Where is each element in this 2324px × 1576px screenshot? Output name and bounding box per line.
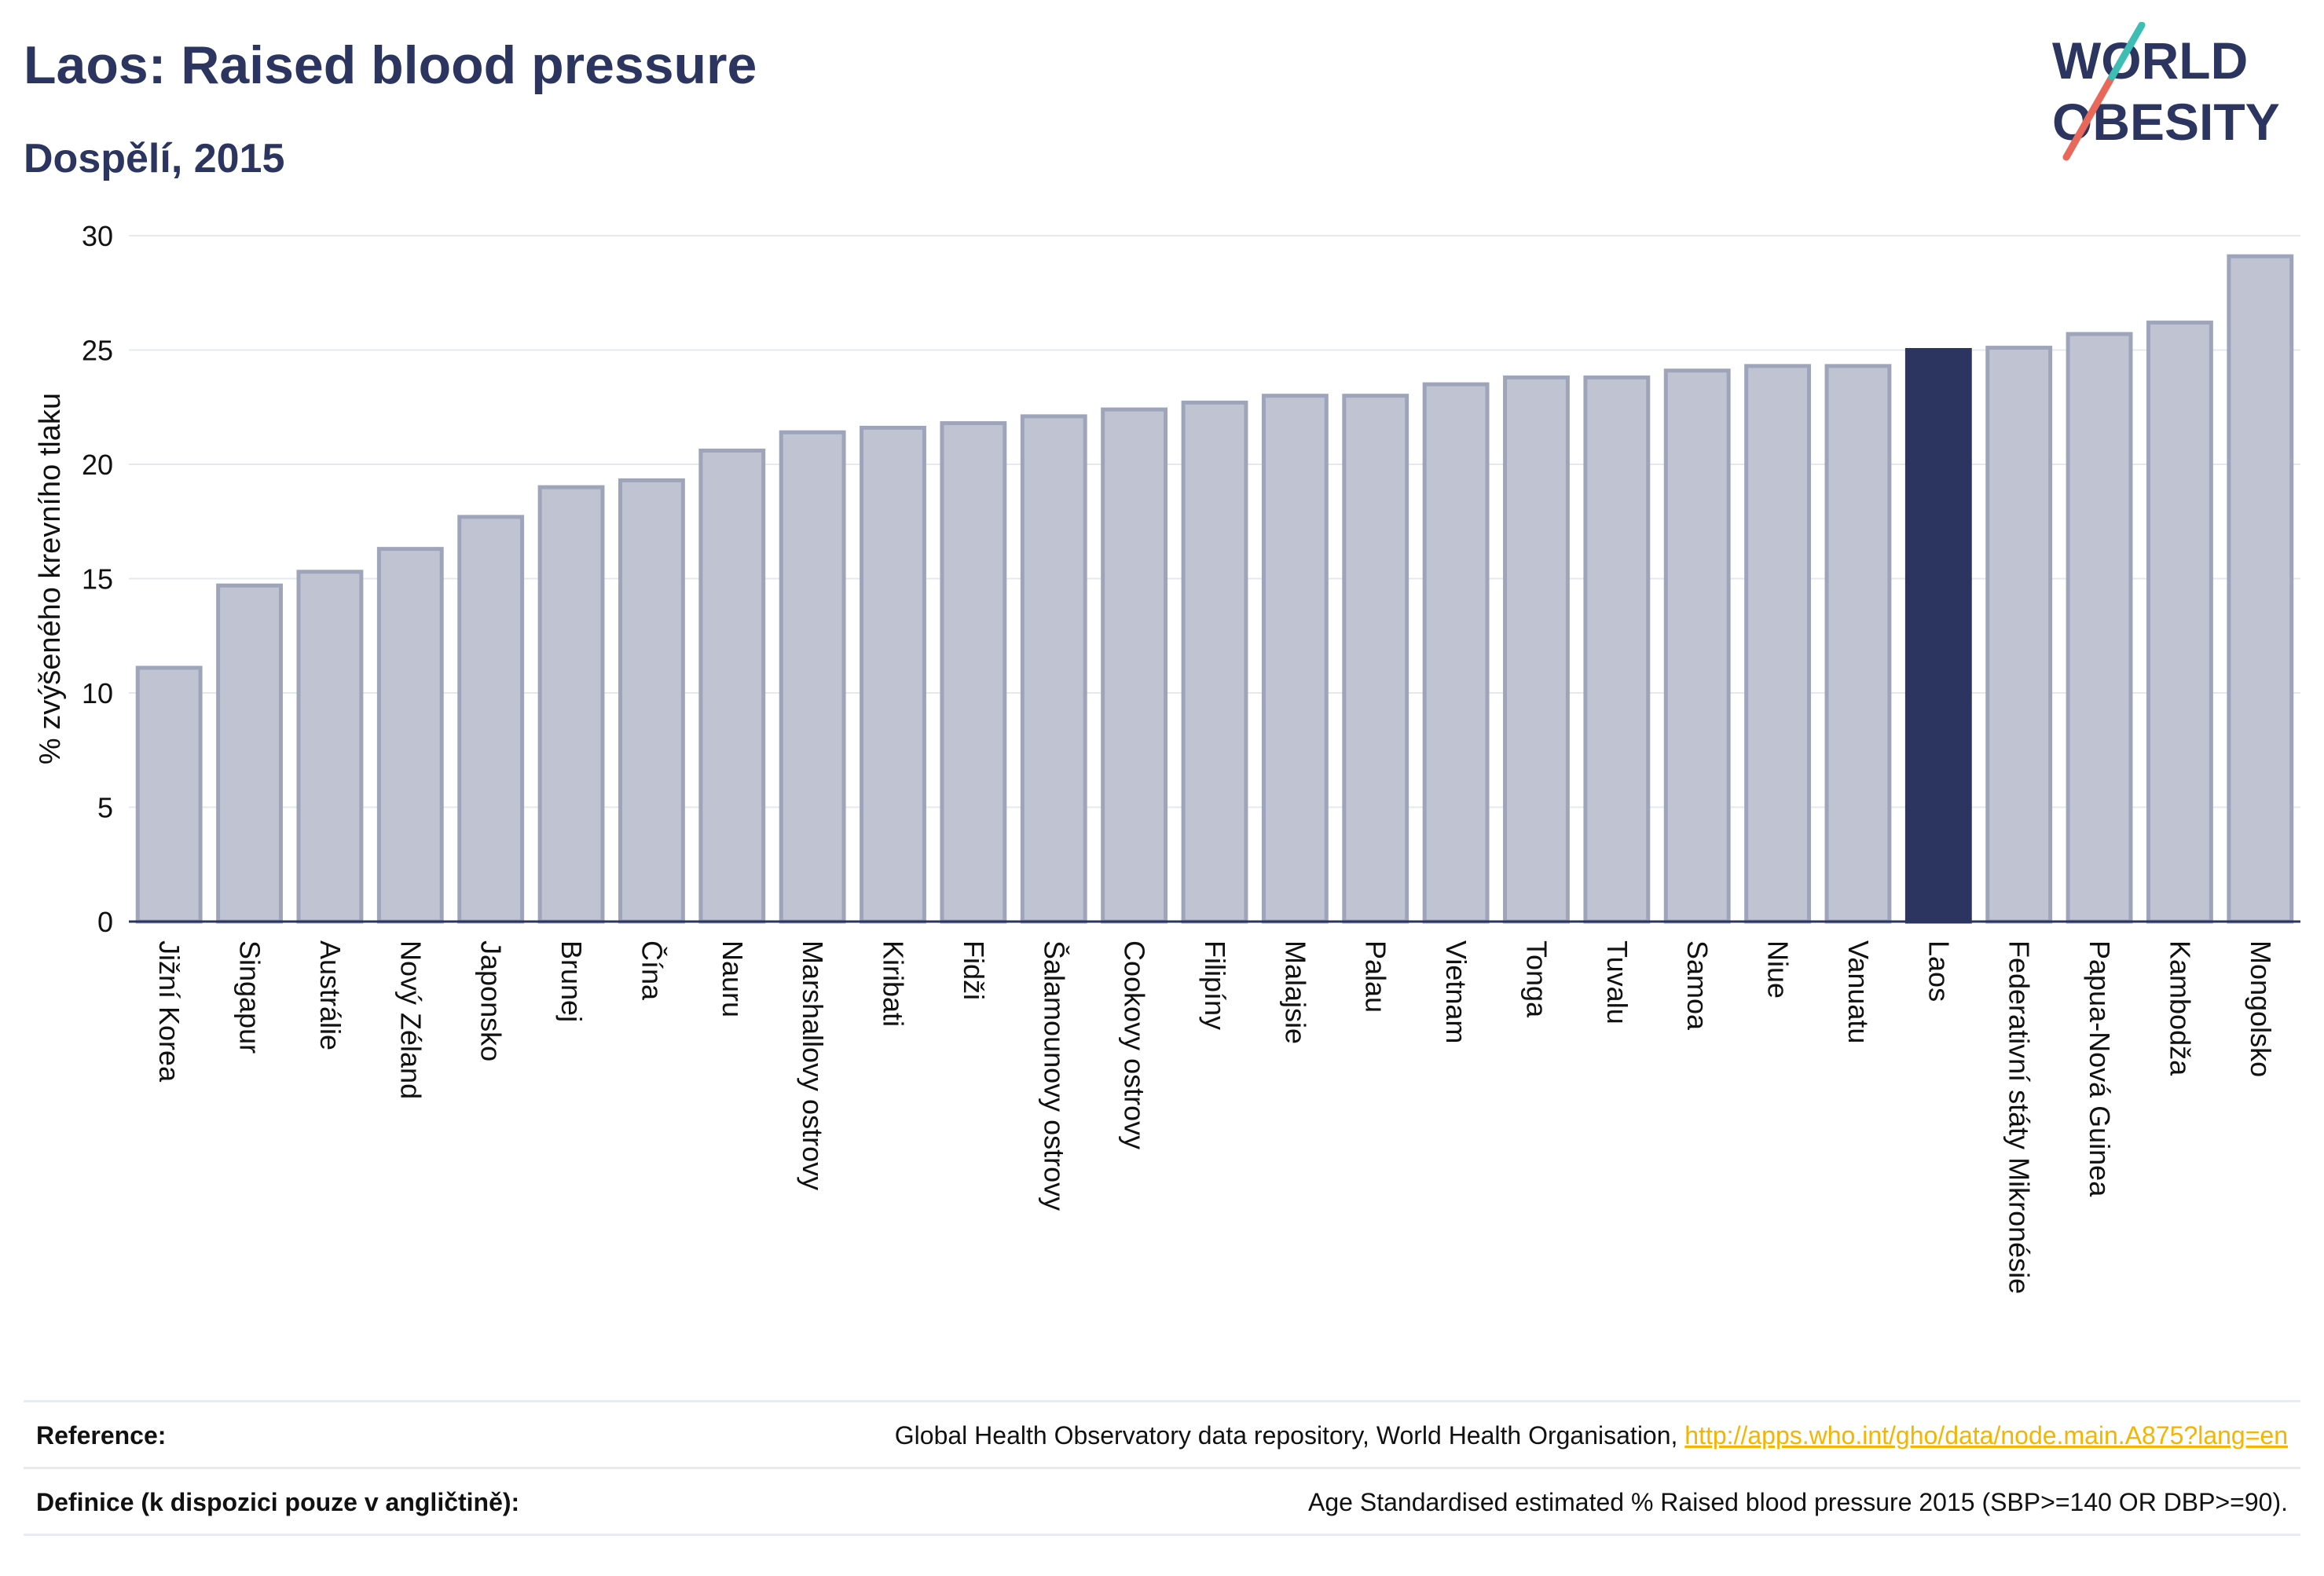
chart-title: Laos: Raised blood pressure: [24, 35, 757, 95]
x-tick-label: Vanuatu: [1842, 940, 1875, 1043]
x-tick-label: Malajsie: [1279, 940, 1311, 1044]
x-tick-label: Nový Zéland: [394, 940, 427, 1099]
x-tick-label: Vietnam: [1440, 940, 1472, 1043]
chart-subtitle: Dospělí, 2015: [24, 136, 285, 181]
y-tick-label: 10: [82, 677, 113, 709]
bar: [2146, 321, 2213, 924]
reference-label: Reference:: [36, 1421, 167, 1450]
x-tick-label: Cookovy ostrovy: [1119, 940, 1151, 1149]
x-tick-label: Mongolsko: [2245, 940, 2277, 1077]
bar: [296, 570, 364, 924]
y-tick-label: 5: [97, 792, 113, 824]
x-tick-label: Kambodža: [2164, 940, 2196, 1076]
bar: [1342, 394, 1409, 924]
bar: [1020, 414, 1087, 924]
bar: [940, 421, 1007, 924]
x-tick-label: Jižní Korea: [153, 940, 185, 1083]
x-tick-label: Šalamounovy ostrovy: [1038, 940, 1070, 1211]
logo-slash-upper: [2108, 22, 2146, 81]
bar: [2227, 254, 2294, 924]
x-tick-label: Tonga: [1520, 940, 1552, 1018]
bar: [1583, 375, 1651, 924]
bar: [1181, 400, 1248, 924]
x-tick-label: Palau: [1360, 940, 1392, 1013]
x-tick-label: Singapur: [234, 940, 266, 1054]
bar: [376, 547, 444, 924]
x-tick-label: Samoa: [1681, 940, 1714, 1031]
bar: [779, 430, 846, 924]
bar: [1503, 375, 1570, 924]
x-tick-label: Čína: [636, 940, 668, 1001]
bar: [1663, 368, 1731, 924]
reference-row: Reference: Global Health Observatory dat…: [24, 1400, 2300, 1467]
bar: [698, 449, 766, 924]
bar: [1101, 407, 1168, 924]
bar: [2066, 332, 2133, 924]
bar: [1261, 394, 1329, 924]
y-tick-label: 0: [97, 906, 113, 938]
y-tick-label: 25: [82, 335, 113, 367]
x-tick-label: Federativní státy Mikronésie: [2003, 940, 2036, 1294]
x-tick-label: Tuvalu: [1601, 940, 1633, 1024]
logo-slash-lower: [2062, 73, 2116, 161]
reference-text: Global Health Observatory data repositor…: [894, 1421, 1685, 1450]
x-tick-label: Marshallovy ostrovy: [797, 940, 829, 1190]
y-tick-label: 15: [82, 563, 113, 596]
logo-line1: WORLD: [2052, 31, 2248, 90]
bar: [135, 665, 203, 924]
y-axis-title: % zvýšeného krevního tlaku: [34, 393, 67, 764]
definition-label: Definice (k dispozici pouze v angličtině…: [36, 1488, 520, 1516]
reference-table: Reference: Global Health Observatory dat…: [24, 1400, 2300, 1536]
bar: [457, 515, 525, 924]
x-tick-label: Austrálie: [314, 940, 346, 1050]
x-tick-label: Laos: [1923, 940, 1955, 1002]
world-obesity-logo: WORLD OBESITY: [2052, 22, 2280, 161]
bar: [1904, 348, 1972, 924]
bar: [1985, 346, 2053, 924]
definition-row: Definice (k dispozici pouze v angličtině…: [24, 1467, 2300, 1536]
y-tick-label: 20: [82, 449, 113, 481]
bar: [860, 425, 926, 924]
bar: [618, 478, 685, 924]
reference-value: Global Health Observatory data repositor…: [895, 1421, 2288, 1450]
bar: [216, 583, 283, 924]
x-tick-label: Nauru: [717, 940, 749, 1017]
x-tick-label: Filipíny: [1199, 940, 1231, 1030]
bar: [537, 485, 605, 924]
reference-link[interactable]: http://apps.who.int/gho/data/node.main.A…: [1684, 1421, 2288, 1450]
bar: [1422, 382, 1490, 924]
x-tick-label: Fidži: [958, 940, 990, 1000]
x-tick-label: Kiribati: [878, 940, 910, 1027]
bar: [1824, 364, 1892, 924]
definition-value: Age Standardised estimated % Raised bloo…: [1308, 1488, 2288, 1516]
bar-chart: 0 5 10 15 20 25 30 % zvýšeného krevního tlaku Ji…: [34, 220, 2300, 1294]
x-tick-label: Brunej: [555, 940, 588, 1022]
x-tick-label: Niue: [1762, 940, 1794, 999]
x-tick-label: Japonsko: [475, 940, 508, 1061]
bar: [1744, 364, 1812, 924]
y-tick-label: 30: [82, 220, 113, 252]
x-tick-label: Papua-Nová Guinea: [2084, 940, 2116, 1197]
